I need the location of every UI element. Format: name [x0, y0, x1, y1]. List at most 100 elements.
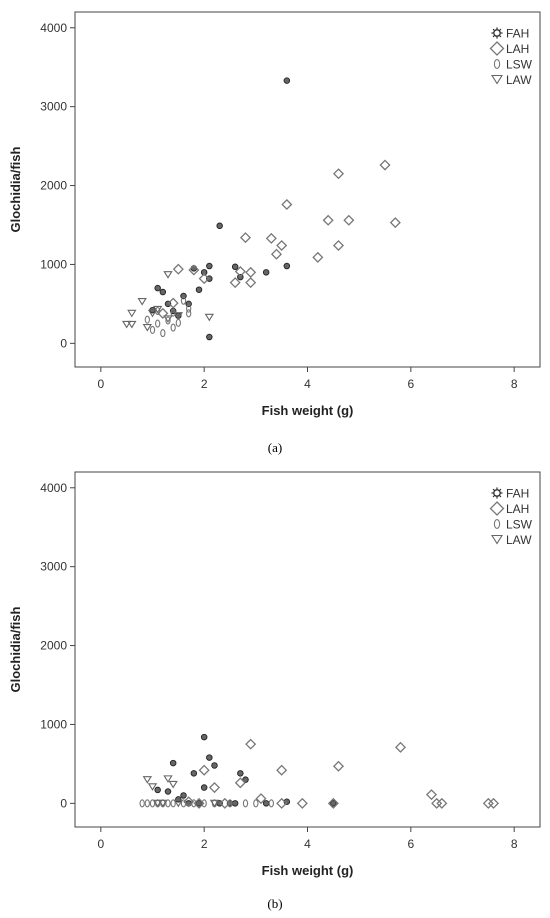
x-tick-label: 6: [407, 837, 414, 851]
point-fah: [190, 770, 198, 777]
panel-label-a: (a): [267, 440, 283, 455]
point-lah: [255, 793, 267, 805]
legend-label-fah: FAH: [506, 27, 529, 41]
point-law: [147, 783, 158, 791]
legend-label-law: LAW: [506, 73, 532, 87]
point-law: [173, 799, 184, 808]
point-lah: [265, 232, 277, 244]
point-lsw: [180, 799, 187, 808]
point-law: [209, 799, 220, 808]
point-fah: [159, 288, 167, 296]
point-fah: [200, 269, 208, 276]
point-fah: [206, 754, 213, 761]
point-fah: [175, 796, 182, 803]
y-tick-label: 1000: [40, 257, 67, 271]
point-lah: [431, 797, 443, 809]
point-lah: [234, 777, 246, 789]
point-lah: [270, 248, 283, 260]
point-fah: [262, 800, 270, 807]
point-lsw: [139, 799, 145, 808]
point-fah: [154, 284, 161, 292]
point-lsw: [268, 799, 274, 808]
scatter-plot-a: 0 2 4 6 8 0 1000 2000 3000 4000 Fish weight (g) Glo…: [8, 11, 541, 418]
point-lsw: [201, 799, 207, 808]
point-law: [137, 297, 147, 306]
y-tick-label: 2000: [40, 639, 67, 653]
y-tick-label: 2000: [40, 179, 67, 193]
point-fah: [206, 333, 213, 341]
point-lah: [276, 239, 288, 252]
legend-marker-fah: [491, 27, 503, 39]
legend-label-fah: FAH: [506, 487, 529, 501]
y-axis-label: Glochidia/fish: [8, 146, 23, 232]
plot-frame-a: [74, 11, 541, 368]
point-lsw: [175, 318, 181, 327]
point-lsw: [149, 325, 156, 334]
point-fah: [180, 792, 187, 799]
point-lah: [281, 198, 293, 211]
legend-label-lah: LAH: [506, 42, 529, 56]
legend-label-lsw: LSW: [506, 518, 533, 532]
x-tick-label: 2: [201, 837, 208, 851]
point-fah: [200, 733, 208, 741]
x-axis-label: Fish weight (g): [262, 403, 354, 418]
point-lah: [172, 263, 184, 275]
y-tick-label: 4000: [40, 21, 67, 35]
legend-marker-lsw: [493, 59, 501, 69]
point-lah: [327, 797, 339, 809]
point-lsw: [165, 316, 171, 325]
x-tick-label: 8: [511, 377, 518, 391]
point-fah: [200, 784, 208, 791]
x-tick-label: 0: [97, 377, 104, 391]
point-lsw: [186, 309, 192, 318]
point-lsw: [180, 296, 187, 305]
point-fah: [242, 776, 249, 783]
point-lah: [229, 277, 241, 289]
point-lsw: [144, 799, 150, 808]
scatter-plot-b: 0 2 4 6 8 0 1000 2000 3000 4000 Fish weight (g) Glo…: [8, 471, 541, 878]
point-lsw: [242, 799, 249, 808]
point-law: [127, 320, 137, 329]
legend-marker-lah: [489, 41, 505, 56]
x-tick-label: 2: [201, 377, 208, 391]
plot-frame-b: [74, 471, 541, 828]
panel-label-b: (b): [267, 896, 283, 911]
point-lah: [188, 264, 200, 276]
point-law: [173, 312, 184, 320]
point-lah: [332, 239, 345, 252]
point-lah: [296, 797, 308, 809]
x-tick-label: 0: [97, 837, 104, 851]
point-lah: [425, 789, 438, 801]
point-law: [163, 775, 173, 783]
point-fah: [154, 786, 161, 794]
point-lah: [245, 738, 257, 750]
point-fah: [237, 770, 244, 777]
legend-marker-law: [491, 74, 503, 85]
x-tick-label: 8: [511, 837, 518, 851]
point-law: [142, 324, 153, 332]
point-fah: [283, 262, 291, 270]
point-fah: [169, 759, 177, 767]
point-lsw: [186, 304, 192, 313]
point-lah: [379, 159, 391, 171]
y-tick-label: 4000: [40, 481, 67, 495]
y-axis-label: Glochidia/fish: [8, 606, 23, 692]
point-law: [168, 780, 178, 789]
point-law: [204, 313, 215, 322]
point-fah: [195, 286, 203, 293]
y-tick-label: 1000: [40, 717, 67, 731]
data-points-a: [121, 77, 401, 341]
point-lah: [487, 797, 500, 809]
point-lah: [183, 796, 195, 808]
point-lah: [394, 741, 407, 753]
point-fah: [330, 800, 337, 807]
point-lah: [312, 251, 324, 263]
point-lsw: [170, 323, 176, 332]
point-lah: [245, 266, 257, 278]
point-lah: [332, 168, 345, 180]
point-law: [127, 309, 137, 318]
point-lsw: [227, 799, 233, 808]
